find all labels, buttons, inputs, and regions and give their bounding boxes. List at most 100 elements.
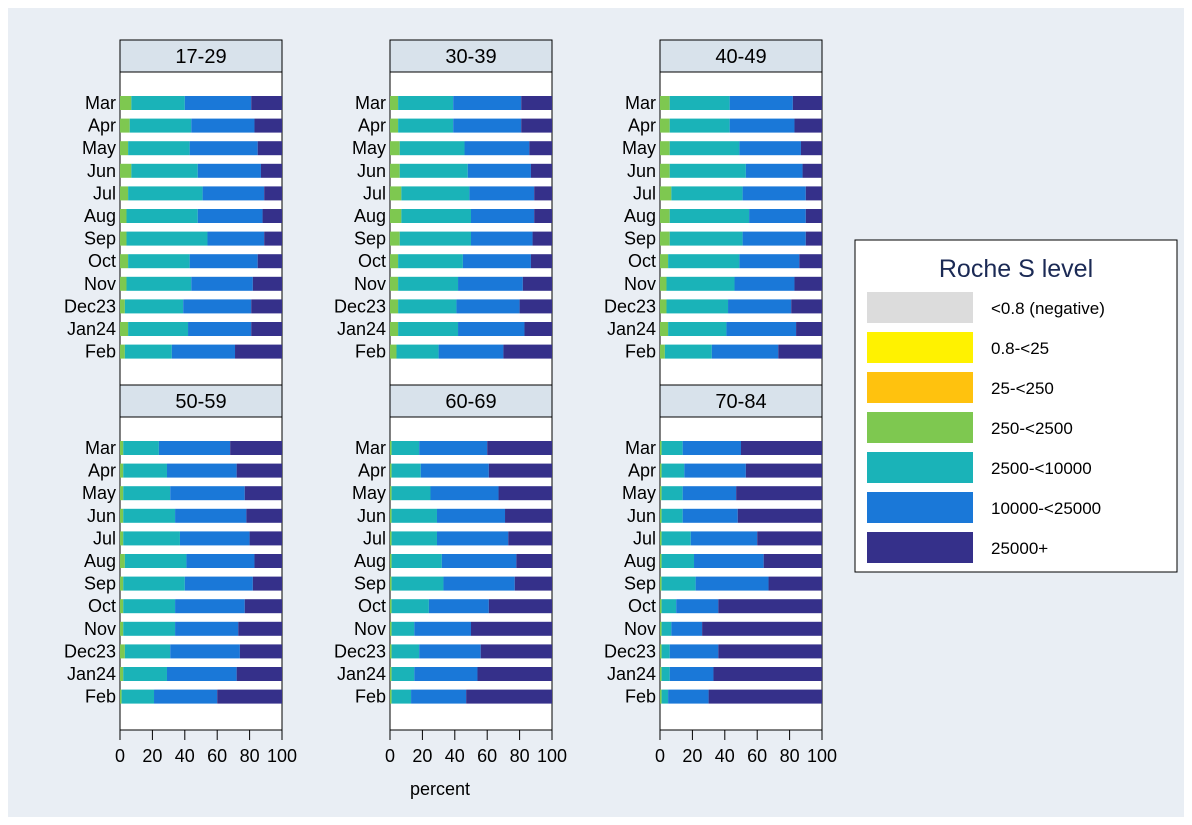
- x-tick-label: 80: [780, 746, 800, 766]
- category-label: Apr: [88, 116, 116, 136]
- bar-segment: [661, 441, 683, 455]
- bar-segment: [471, 621, 552, 636]
- bar-segment: [799, 254, 822, 269]
- bar-segment: [390, 231, 400, 246]
- bar-segment: [124, 299, 184, 314]
- bar-segment: [737, 508, 822, 523]
- category-label: Sep: [624, 574, 656, 594]
- bar-segment: [745, 463, 822, 478]
- panel-title: 70-84: [715, 391, 766, 413]
- category-label: Jul: [363, 183, 386, 203]
- bar-segment: [660, 344, 665, 359]
- bar-segment: [676, 599, 719, 614]
- legend: Roche S level <0.8 (negative) 0.8-<25 25-<…: [854, 239, 1178, 573]
- category-label: Aug: [84, 551, 116, 571]
- bar-segment: [120, 118, 130, 133]
- legend-swatch: [867, 412, 973, 443]
- bar-segment: [477, 667, 552, 681]
- bar-segment: [661, 531, 691, 546]
- category-label: Mar: [625, 438, 656, 458]
- bar-segment: [660, 486, 662, 501]
- bar-segment: [399, 141, 465, 156]
- category-label: Aug: [624, 551, 656, 571]
- panel-header: [659, 39, 823, 73]
- bar-segment: [202, 186, 265, 201]
- category-label: Apr: [358, 116, 386, 136]
- bar-segment: [390, 576, 392, 591]
- bar-segment: [236, 667, 282, 681]
- bar-segment: [166, 667, 237, 681]
- bar-segment: [120, 554, 125, 568]
- bar-segment: [438, 344, 504, 359]
- bar-segment: [123, 486, 171, 501]
- bar-segment: [768, 576, 822, 591]
- bar-segment: [742, 186, 806, 201]
- bar-segment: [508, 531, 552, 546]
- category-label: Jun: [357, 506, 386, 526]
- x-tick-label: 60: [477, 746, 497, 766]
- bar-segment: [436, 531, 509, 546]
- bar-segment: [235, 344, 282, 359]
- panel-title: 50-59: [175, 391, 226, 413]
- bar-segment: [120, 344, 125, 359]
- bar-segment: [391, 508, 437, 523]
- bar-segment: [666, 276, 735, 291]
- bar-segment: [669, 667, 714, 681]
- bar-segment: [702, 621, 822, 636]
- bar-segment: [398, 299, 457, 314]
- x-tick-label: 20: [682, 746, 702, 766]
- x-tick-label: 20: [412, 746, 432, 766]
- x-tick-label: 40: [175, 746, 195, 766]
- bar-segment: [390, 667, 392, 681]
- bar-segment: [390, 554, 392, 568]
- bar-segment: [120, 299, 125, 314]
- bar-segment: [487, 441, 552, 455]
- bar-segment: [671, 186, 743, 201]
- bar-segment: [734, 276, 795, 291]
- bar-segment: [120, 667, 124, 681]
- bar-segment: [391, 554, 442, 568]
- bar-segment: [660, 322, 669, 336]
- bar-segment: [264, 231, 282, 246]
- bar-segment: [189, 254, 258, 269]
- category-label: Jan24: [67, 319, 116, 339]
- bar-segment: [660, 163, 670, 178]
- legend-swatch: [867, 372, 973, 403]
- bar-segment: [390, 118, 399, 133]
- legend-swatch: [867, 492, 973, 523]
- category-label: Mar: [85, 93, 116, 113]
- category-label: Apr: [628, 461, 656, 481]
- bar-segment: [419, 644, 481, 659]
- category-label: Nov: [354, 619, 386, 639]
- bar-segment: [217, 689, 282, 704]
- category-label: Apr: [88, 461, 116, 481]
- legend-label: 250-<2500: [991, 419, 1073, 438]
- category-label: May: [622, 138, 656, 158]
- bar-segment: [154, 689, 218, 704]
- x-tick-label: 40: [445, 746, 465, 766]
- bar-segment: [249, 531, 282, 546]
- bar-segment: [262, 209, 282, 223]
- bar-segment: [660, 299, 667, 314]
- category-label: Sep: [84, 229, 116, 249]
- legend-swatch: [867, 332, 973, 363]
- bar-segment: [805, 231, 822, 246]
- bar-segment: [123, 463, 167, 478]
- bar-segment: [411, 689, 467, 704]
- bar-segment: [120, 231, 127, 246]
- bar-segment: [399, 163, 468, 178]
- bar-segment: [805, 209, 822, 223]
- category-label: Jul: [633, 183, 656, 203]
- panel-header: [389, 384, 553, 418]
- bar-segment: [391, 463, 421, 478]
- x-tick-label: 100: [267, 746, 297, 766]
- bar-segment: [661, 554, 695, 568]
- bar-segment: [736, 486, 822, 501]
- bar-segment: [264, 186, 282, 201]
- bar-segment: [123, 531, 180, 546]
- bar-segment: [120, 209, 127, 223]
- category-label: May: [622, 483, 656, 503]
- category-label: Apr: [628, 116, 656, 136]
- bar-segment: [186, 554, 255, 568]
- bar-segment: [120, 508, 124, 523]
